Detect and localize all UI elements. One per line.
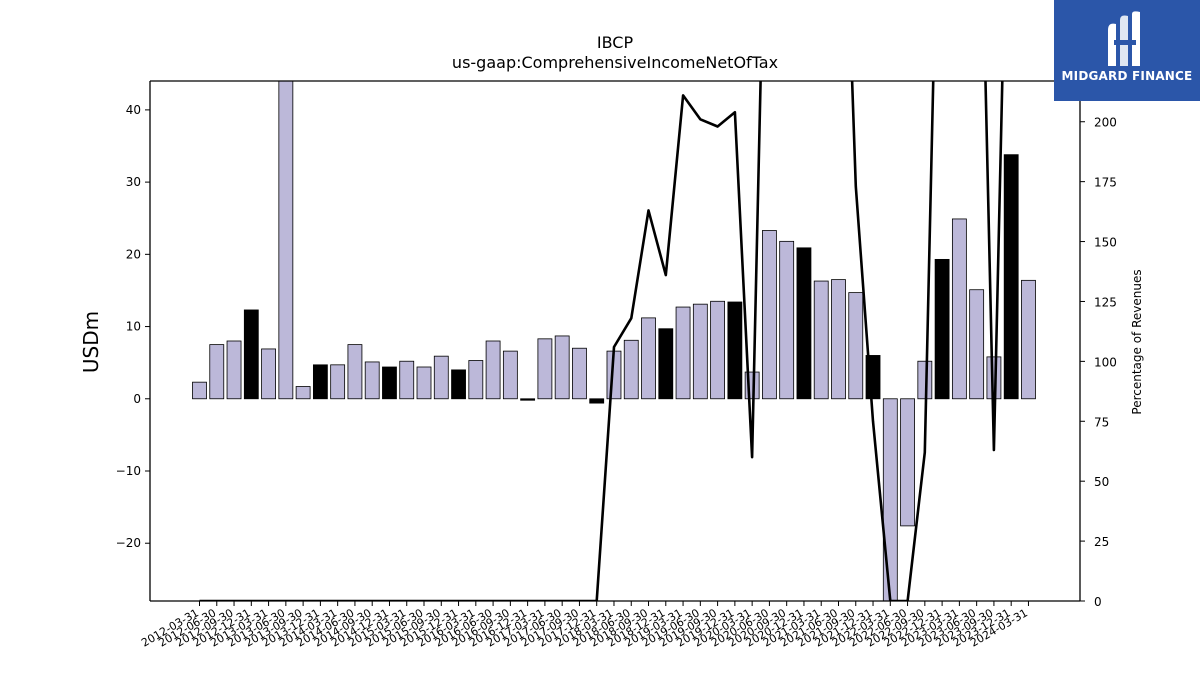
y2-tick-label: 50 — [1094, 475, 1109, 489]
y-tick-label: −20 — [116, 536, 141, 550]
bar-2017-03-31 — [537, 338, 553, 400]
y-tick-label: 0 — [133, 392, 141, 406]
bar-2016-06-30 — [485, 340, 501, 400]
bar-2024-03-31 — [1021, 279, 1036, 400]
y2-tick-label: 150 — [1094, 236, 1117, 250]
bar-2018-12-31 — [658, 328, 674, 400]
bar-2023-06-30 — [969, 289, 985, 400]
bar-2012-06-30 — [209, 344, 225, 400]
bar-2023-03-31 — [951, 218, 967, 400]
chart-title: IBCP — [597, 33, 634, 52]
y-tick-label: 30 — [126, 175, 141, 189]
bar-2016-12-31 — [520, 398, 536, 401]
bar-2022-09-30 — [917, 360, 933, 400]
bar-2014-03-31 — [330, 364, 346, 400]
bar-2023-12-31 — [1003, 154, 1019, 400]
bar-2021-06-30 — [831, 279, 846, 400]
line-series-percentage — [199, 81, 1004, 601]
y2-tick-label: 100 — [1094, 355, 1117, 369]
chart-subtitle: us-gaap:ComprehensiveIncomeNetOfTax — [452, 53, 778, 72]
y-axis-label: USDm — [79, 311, 103, 373]
y2-tick-label: 175 — [1094, 176, 1117, 190]
bar-2020-06-30 — [762, 230, 777, 400]
bar-2012-09-30 — [226, 340, 242, 400]
y-tick-label: 40 — [126, 103, 141, 117]
bar-2015-09-30 — [433, 355, 449, 400]
bar-2017-09-30 — [572, 347, 587, 400]
bar-2014-12-31 — [382, 366, 397, 400]
bar-2013-12-31 — [312, 364, 328, 400]
y2-axis-label: Percentage of Revenues — [1130, 269, 1144, 414]
y2-tick-label: 200 — [1094, 116, 1117, 130]
y-tick-label: −10 — [116, 464, 141, 478]
bar-2019-06-30 — [692, 303, 708, 400]
bar-2019-03-31 — [675, 306, 691, 400]
y2-tick-label: 125 — [1094, 295, 1117, 309]
bar-2022-03-31 — [882, 398, 898, 602]
bar-2016-03-31 — [468, 360, 484, 400]
bar-2013-03-31 — [261, 348, 276, 400]
bar-2019-12-31 — [727, 301, 743, 400]
bar-2020-09-30 — [779, 240, 795, 400]
y2-tick-label: 0 — [1094, 595, 1102, 609]
midgard-finance-logo: MIDGARD FINANCE — [1054, 0, 1200, 101]
bar-2016-09-30 — [502, 350, 518, 400]
logo-text: MIDGARD FINANCE — [1061, 69, 1193, 83]
bar-2022-06-30 — [900, 398, 915, 527]
bar-2014-09-30 — [364, 361, 380, 400]
bar-2013-06-30 — [278, 80, 294, 400]
bar-2022-12-31 — [934, 258, 950, 400]
bar-2020-12-31 — [796, 247, 812, 400]
y-tick-label: 20 — [126, 247, 141, 261]
bar-2015-06-30 — [416, 366, 432, 400]
y2-tick-label: 75 — [1094, 415, 1109, 429]
bar-2014-06-30 — [347, 344, 363, 400]
bar-2015-12-31 — [451, 369, 466, 400]
y2-tick-label: 25 — [1094, 535, 1109, 549]
midgard-logo-icon — [1108, 11, 1140, 67]
bar-2012-03-31 — [192, 381, 207, 400]
bar-2017-12-31 — [589, 398, 605, 404]
bar-2021-03-31 — [813, 280, 829, 400]
bar-2012-12-31 — [243, 309, 259, 400]
bar-2015-03-31 — [399, 360, 415, 400]
bar-2013-09-30 — [295, 386, 311, 400]
bar-2019-09-30 — [710, 300, 725, 400]
bar-2018-06-30 — [623, 339, 639, 400]
bar-2018-09-30 — [641, 317, 656, 400]
y-tick-label: 10 — [126, 320, 141, 334]
bar-2021-09-30 — [848, 292, 864, 400]
bar-2017-06-30 — [554, 335, 570, 400]
